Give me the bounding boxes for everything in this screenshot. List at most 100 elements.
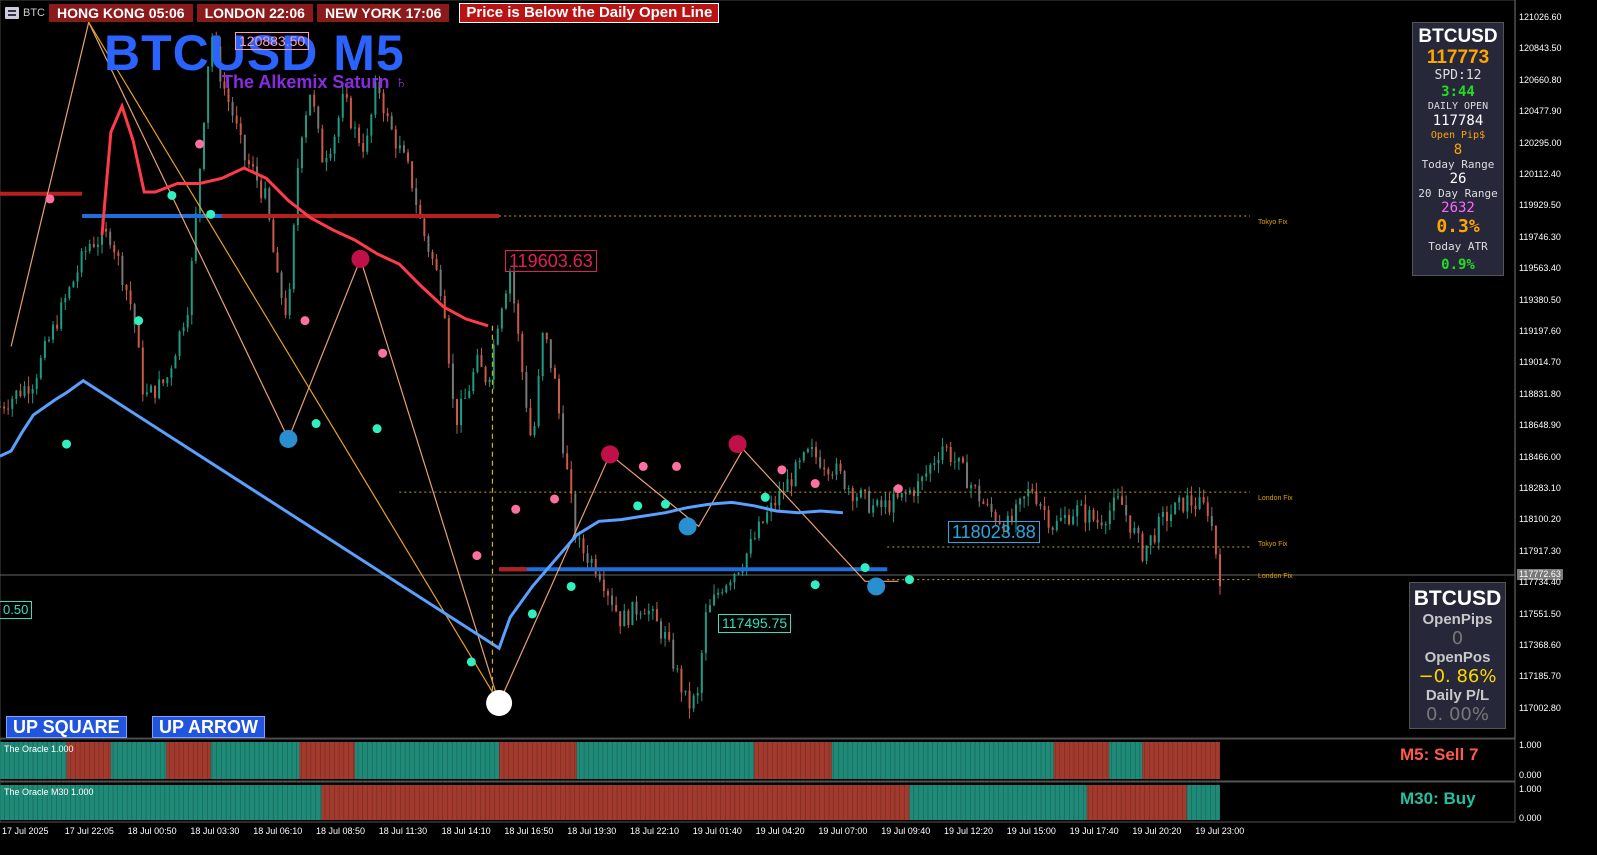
candle-body (1047, 509, 1050, 528)
info-today-atr-label: Today ATR (1428, 240, 1488, 253)
candle-body (815, 447, 818, 458)
candle-body (141, 347, 144, 395)
candle-body (378, 81, 381, 94)
candle-body (631, 601, 634, 626)
time-tick-label: 17 Jul 22:05 (64, 826, 114, 836)
candle-body (488, 379, 491, 383)
candle-body (31, 388, 34, 394)
candle-body (525, 371, 528, 408)
lower-moving-average (0, 378, 844, 651)
candle-body (117, 252, 120, 256)
candle-body (574, 493, 577, 539)
candle-body (970, 485, 973, 489)
candle-body (190, 260, 193, 315)
candle-body (1178, 497, 1181, 503)
candle-body (137, 324, 140, 348)
swing-point-low-8 (566, 581, 576, 591)
current-price-marker: 117772.63 (1517, 569, 1563, 580)
price-tick-label: 119563.40 (1519, 263, 1561, 274)
candle-body (374, 81, 377, 115)
candle-body (688, 690, 691, 709)
price-tag-low: 117495.75 (718, 614, 792, 633)
info-20day-range-value: 2632 (1441, 200, 1475, 216)
candle-body (872, 505, 875, 513)
swing-point-big-0 (279, 429, 298, 448)
oracle-m5-scale-top: 1.000 (1519, 740, 1542, 750)
candle-body (917, 481, 920, 497)
candle-body (243, 135, 246, 161)
candle-body (509, 271, 512, 294)
candle-body (1072, 516, 1075, 525)
candle-body (382, 93, 385, 114)
swing-point-low-10 (660, 499, 670, 509)
oracle-m5-label: The Oracle 1.000 (4, 744, 74, 754)
candle-body (419, 205, 422, 219)
candle-body (1145, 545, 1148, 561)
swing-point-high-2 (300, 316, 310, 326)
time-tick-label: 18 Jul 19:30 (567, 826, 617, 836)
candle-body (411, 161, 414, 189)
candle-body (643, 613, 646, 615)
candle-body (394, 129, 397, 149)
candle-body (407, 152, 410, 162)
chart-menu-icon[interactable] (5, 7, 19, 19)
candle-body (994, 511, 997, 522)
candle-body (770, 502, 773, 513)
candle-body (1100, 522, 1103, 526)
candle-body (966, 462, 969, 489)
candle-body (43, 341, 46, 358)
oracle-m30-scale-bottom: 0.000 (1519, 813, 1542, 823)
candle-body (239, 123, 242, 136)
swing-point-low-0 (62, 439, 72, 449)
candle-body (113, 244, 116, 253)
chart-subtitle: The Alkemix Saturn ♄ (222, 72, 408, 92)
candle-body (615, 605, 618, 612)
candle-body (978, 485, 981, 502)
candle-body (1137, 527, 1140, 534)
candle-body (1194, 505, 1197, 510)
candle-body (235, 115, 238, 124)
candle-body (215, 37, 218, 47)
oracle-m5-bar-1 (66, 742, 111, 779)
candle-body (929, 464, 932, 474)
candle-body (602, 579, 605, 592)
swing-point-low-2 (167, 190, 177, 200)
time-tick-label: 18 Jul 16:50 (504, 826, 554, 836)
candle-body (1084, 504, 1087, 523)
price-tick-label: 120843.50 (1519, 43, 1562, 54)
candle-body (778, 490, 781, 506)
candle-body (1059, 517, 1062, 521)
level-label-tokyo: Tokyo Fix (1258, 219, 1288, 226)
candle-body (1063, 515, 1066, 518)
candle-body (276, 252, 279, 273)
info-20day-range-label: 20 Day Range (1418, 187, 1498, 200)
candle-body (827, 469, 830, 475)
candle-body (231, 102, 234, 116)
candle-body (806, 448, 809, 453)
candle-body (704, 612, 707, 654)
candle-body (219, 46, 222, 82)
price-tick-label: 118831.80 (1519, 388, 1561, 399)
candle-body (1174, 502, 1177, 515)
candle-body (753, 537, 756, 539)
candle-body (606, 591, 609, 596)
candle-body (986, 503, 989, 505)
upper-moving-average (100, 102, 489, 328)
up-arrow-button[interactable]: UP ARROW (152, 716, 265, 738)
candle-body (635, 601, 638, 615)
up-square-button[interactable]: UP SQUARE (6, 716, 127, 738)
candle-body (154, 385, 157, 399)
candle-body (847, 488, 850, 490)
candle-body (166, 377, 169, 384)
oracle-m5-bar-7 (499, 742, 577, 779)
candle-body (109, 231, 112, 245)
price-tag-mid: 118023.88 (948, 521, 1040, 543)
price-tick-label: 119929.50 (1519, 200, 1561, 211)
candle-body (398, 145, 401, 149)
candle-body (1080, 504, 1083, 506)
candle-body (133, 304, 136, 325)
oracle-m5-bar-12 (1109, 742, 1143, 779)
candle-body (313, 94, 316, 107)
candle-body (496, 328, 499, 345)
